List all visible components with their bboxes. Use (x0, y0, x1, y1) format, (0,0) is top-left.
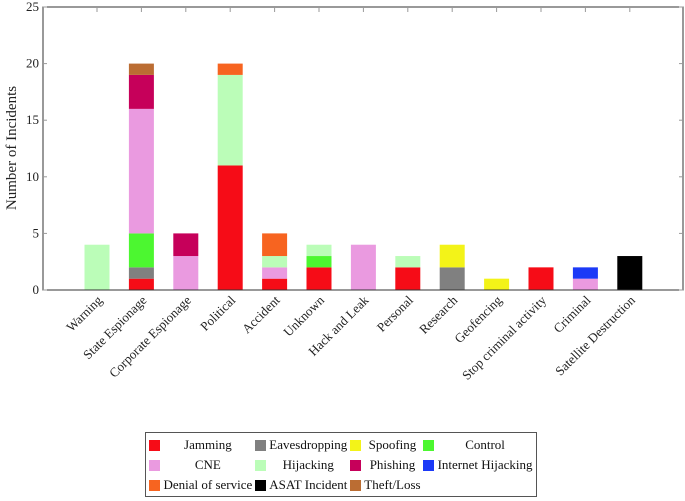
legend-swatch (423, 459, 435, 471)
bar-segment-denial-of-service (262, 233, 288, 257)
legend-item: Internet Hijacking (423, 455, 533, 475)
bar-segment-cne (350, 244, 376, 290)
y-axis-title: Number of Incidents (4, 86, 20, 210)
bar-segment-cne (572, 278, 598, 290)
legend-item: Jamming (149, 435, 253, 455)
bar-segment-cne (128, 108, 154, 234)
legend-item: Hijacking (254, 455, 348, 475)
bar-segment-jamming (395, 267, 421, 290)
bar-segment-hijacking (306, 244, 332, 257)
bar-segment-internet-hijacking (572, 267, 598, 279)
legend-label: Denial of service (163, 477, 253, 492)
legend-swatch (149, 439, 160, 451)
bar-segment-spoofing (439, 244, 465, 268)
legend-label: Hijacking (282, 457, 334, 472)
legend-label: CNE (194, 457, 221, 472)
x-tick-label: Corporate Espionage (106, 292, 194, 380)
y-tick-label: 15 (26, 112, 39, 127)
legend-label: Theft/Loss (364, 477, 421, 492)
legend-swatch (149, 479, 160, 491)
bar-segment-denial-of-service (217, 63, 243, 75)
legend-label: Control (465, 437, 505, 452)
x-tick-label: Criminal (550, 292, 594, 336)
y-tick-label: 0 (33, 282, 40, 297)
legend-swatch (254, 479, 266, 491)
legend-item: Theft/Loss (349, 475, 421, 495)
bar-segment-control (306, 256, 332, 268)
bar-segment-control (128, 233, 154, 268)
y-tick-label: 25 (26, 0, 39, 14)
bar-segment-cne (262, 267, 288, 279)
bar-segment-hijacking (262, 256, 288, 268)
legend-swatch (149, 459, 160, 471)
legend-swatch (254, 459, 266, 471)
bars-layer (84, 63, 643, 290)
bar-segment-spoofing (484, 278, 510, 290)
y-tick-label: 10 (26, 169, 39, 184)
bar-segment-phishing (173, 233, 199, 257)
legend-item: CNE (149, 455, 253, 475)
bar-segment-jamming (128, 278, 154, 290)
legend-swatch (349, 479, 361, 491)
bar-segment-jamming (262, 278, 288, 290)
bar-segment-asat-incident (617, 256, 643, 290)
legend-label: Phishing (369, 457, 416, 472)
bar-segment-phishing (128, 74, 154, 109)
bar-segment-eavesdropping (128, 267, 154, 279)
x-tick-label: Research (416, 292, 461, 337)
legend: Jamming Eavesdropping Spoofing Control CNE Hi… (145, 432, 537, 497)
legend-item: Spoofing (349, 435, 421, 455)
legend-label: Jamming (184, 437, 232, 452)
bar-segment-eavesdropping (439, 267, 465, 290)
bar-segment-hijacking (395, 256, 421, 268)
bar-segment-cne (173, 256, 199, 290)
legend-swatch (349, 439, 361, 451)
legend-swatch (349, 459, 361, 471)
x-tick-label: Warning (63, 292, 105, 334)
bar-segment-theft-loss (128, 63, 154, 75)
x-tick-label: Personal (374, 292, 417, 335)
bar-segment-hijacking (217, 74, 243, 166)
legend-item: Phishing (349, 455, 421, 475)
legend-item: ASAT Incident (254, 475, 348, 495)
legend-swatch (423, 439, 435, 451)
legend-label: Eavesdropping (269, 437, 348, 452)
x-tick-label: Accident (239, 292, 283, 336)
bar-segment-jamming (217, 165, 243, 290)
y-tick-label: 20 (26, 56, 39, 71)
legend-label: Spoofing (368, 437, 417, 452)
legend-item: Control (423, 435, 533, 455)
legend-item: Denial of service (149, 475, 253, 495)
x-tick-label: Satellite Destruction (552, 292, 638, 378)
bar-segment-jamming (528, 267, 554, 290)
legend-label: Internet Hijacking (437, 457, 533, 472)
y-tick-label: 5 (33, 225, 40, 240)
legend-swatch (254, 439, 266, 451)
legend-item: Eavesdropping (254, 435, 348, 455)
bar-segment-jamming (306, 267, 332, 290)
legend-label: ASAT Incident (269, 477, 348, 492)
x-tick-label: Stop criminal activity (459, 292, 550, 383)
bar-segment-hijacking (84, 244, 110, 290)
x-tick-label: Political (197, 292, 239, 334)
